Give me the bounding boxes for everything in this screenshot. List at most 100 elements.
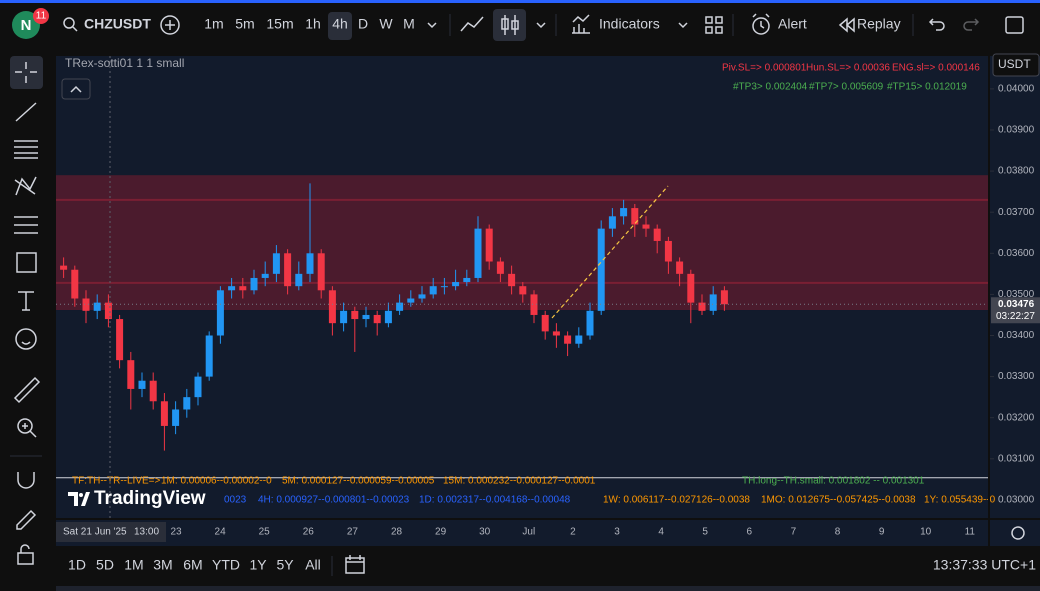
clock: 13:37:33 UTC+1 <box>933 557 1036 573</box>
collapse-button[interactable] <box>61 78 91 100</box>
currency[interactable]: USDT <box>998 57 1031 71</box>
indicators-icon[interactable] <box>572 14 590 34</box>
candle-body <box>295 273 303 287</box>
candle-body <box>351 310 359 320</box>
candle-button[interactable] <box>493 9 526 41</box>
range-button[interactable]: 5D <box>96 557 114 573</box>
stop-label: Piv.SL=> 0.000801 <box>722 63 807 74</box>
x-tick-label: 4 <box>658 527 664 538</box>
target-label: #TP7> 0.005609 <box>809 82 884 93</box>
candle-body <box>60 265 68 270</box>
magnet-tool[interactable] <box>17 472 35 489</box>
candle-body <box>720 290 728 305</box>
line-chart-icon[interactable] <box>460 16 484 32</box>
candle-body <box>440 286 448 288</box>
search-icon[interactable] <box>63 17 75 29</box>
draw-mode-tool[interactable] <box>16 509 37 530</box>
candle-body <box>496 261 504 274</box>
x-tick-label: 2 <box>570 527 576 538</box>
range-button[interactable]: 1D <box>68 557 86 573</box>
candle-body <box>328 290 336 324</box>
stats-label: 15M: 0.000232--0.000127--0.0001 <box>443 476 596 487</box>
range-button[interactable]: YTD <box>212 557 240 573</box>
avatar-letter: N <box>21 17 32 34</box>
candle-body <box>183 397 191 410</box>
candle-body <box>261 273 269 278</box>
badge-count: 11 <box>36 11 47 22</box>
currency-button[interactable] <box>992 53 1040 77</box>
trend-line[interactable] <box>551 185 669 319</box>
indicators-button[interactable]: Indicators <box>599 16 660 32</box>
x-tick-label: 29 <box>435 527 447 538</box>
interval-button[interactable]: D <box>358 16 368 32</box>
fib-tool[interactable] <box>14 140 38 159</box>
candle-body <box>474 228 482 278</box>
x-tick-label: Jul <box>522 527 535 538</box>
fullscreen[interactable] <box>1005 16 1024 34</box>
replay-icon[interactable] <box>838 17 855 33</box>
range-button[interactable]: 1Y <box>249 557 267 573</box>
range-button[interactable]: 3M <box>153 557 172 573</box>
ruler-tool[interactable] <box>13 376 41 404</box>
time-axis[interactable] <box>56 520 988 546</box>
interval-button[interactable]: 5m <box>235 16 254 32</box>
candle-body <box>620 208 628 217</box>
chevron[interactable] <box>427 22 437 29</box>
interval-button[interactable]: W <box>379 16 393 32</box>
trend-tool[interactable] <box>15 102 37 122</box>
interval-button[interactable]: 4h <box>332 16 348 32</box>
y-tick-label: 0.03400 <box>998 330 1035 341</box>
range-button[interactable]: 5Y <box>276 557 294 573</box>
settings-icon[interactable] <box>1011 526 1025 540</box>
lock-tool <box>20 544 30 553</box>
y-tick-label: 0.03300 <box>998 371 1035 382</box>
candle-body <box>306 253 314 274</box>
projection-tool[interactable] <box>14 216 38 234</box>
redo[interactable] <box>963 18 980 31</box>
candle-body <box>205 335 213 377</box>
emoji-tool[interactable] <box>15 328 37 350</box>
price-axis[interactable] <box>990 56 1040 518</box>
zoom-tool[interactable] <box>17 418 33 434</box>
goto-date[interactable] <box>345 557 365 574</box>
candle-body <box>687 273 695 303</box>
replay-button[interactable]: Replay <box>857 16 901 32</box>
chevron[interactable] <box>678 22 688 29</box>
x-tick-label: 24 <box>215 527 227 538</box>
range-group: 1D 5D 1M 3M 6M YTD 1Y 5Y All <box>68 557 321 573</box>
x-tick-label: 9 <box>879 527 885 538</box>
interval-button[interactable]: 15m <box>266 16 293 32</box>
avatar[interactable] <box>12 11 40 39</box>
crosshair-tool[interactable] <box>15 62 37 83</box>
date-highlight <box>56 522 166 542</box>
date-label: Sat 21 Jun '25 <box>63 527 127 538</box>
layout-icon[interactable] <box>705 16 723 34</box>
chart-layer: 0.03000 0.03100 0.03200 0.03300 0.03400 0.035… <box>56 53 1040 542</box>
shape-tool[interactable] <box>16 252 37 273</box>
candle-body <box>597 228 605 311</box>
lock-tool[interactable] <box>17 552 34 565</box>
alert-icon[interactable] <box>752 17 770 35</box>
threshold-label: TH.long--TH.small: 0.001802 -- 0.001301 <box>742 476 925 487</box>
range-button[interactable]: 6M <box>183 557 202 573</box>
watermark: TradingView <box>94 488 206 509</box>
last-price: 0.03476 <box>998 299 1035 310</box>
alert-button[interactable]: Alert <box>778 16 807 32</box>
stats-label: 4H: 0.000927--0.000801--0.00023 <box>258 495 410 506</box>
range-button[interactable]: All <box>305 557 321 573</box>
interval-button[interactable]: 1m <box>204 16 223 32</box>
chevron[interactable] <box>536 22 546 29</box>
range-button[interactable]: 1M <box>124 557 143 573</box>
interval-button[interactable]: M <box>403 16 415 32</box>
symbol[interactable]: CHZUSDT <box>84 16 151 32</box>
axis-settings[interactable] <box>990 520 1040 546</box>
target-label: #TP15> 0.012019 <box>887 82 967 93</box>
candle-body <box>239 286 247 291</box>
add-symbol[interactable] <box>160 15 180 35</box>
text-tool[interactable] <box>18 291 34 311</box>
interval-button[interactable]: 1h <box>305 16 321 32</box>
undo[interactable] <box>928 18 945 31</box>
candle-body <box>608 216 616 229</box>
pattern-tool[interactable] <box>14 176 37 196</box>
